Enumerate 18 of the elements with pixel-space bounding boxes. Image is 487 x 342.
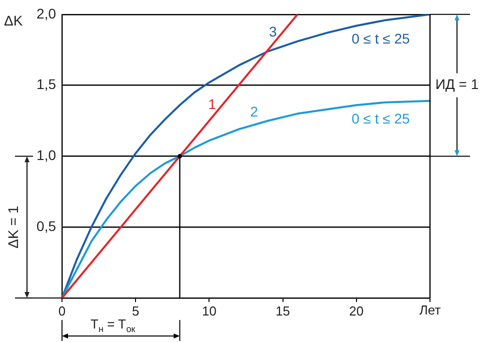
x-tick-label: 0 xyxy=(58,303,66,318)
series-label: 2 xyxy=(250,104,258,120)
x-tick-label: 5 xyxy=(132,303,140,318)
y-tick-label: 1,5 xyxy=(36,76,56,92)
y-axis-title: ΔK xyxy=(4,12,24,28)
text: ΔK = 1 xyxy=(4,206,21,248)
y-tick-label: 1,0 xyxy=(36,147,56,164)
y-tick-label: 2,0 xyxy=(36,5,56,22)
x-tick-label: 10 xyxy=(202,303,216,318)
y-tick-label: 0,5 xyxy=(36,218,56,234)
annotation: 0 ≤ t ≤ 25 xyxy=(352,30,410,46)
annotation: 0 ≤ t ≤ 25 xyxy=(352,110,410,126)
x-axis-title: Лет xyxy=(419,302,441,318)
x-tick-label: 20 xyxy=(349,303,364,318)
series-label: 1 xyxy=(208,96,216,112)
series-label: 3 xyxy=(268,24,277,40)
x-tick-label: 15 xyxy=(276,303,290,318)
text: ИД = 1 xyxy=(435,76,479,92)
